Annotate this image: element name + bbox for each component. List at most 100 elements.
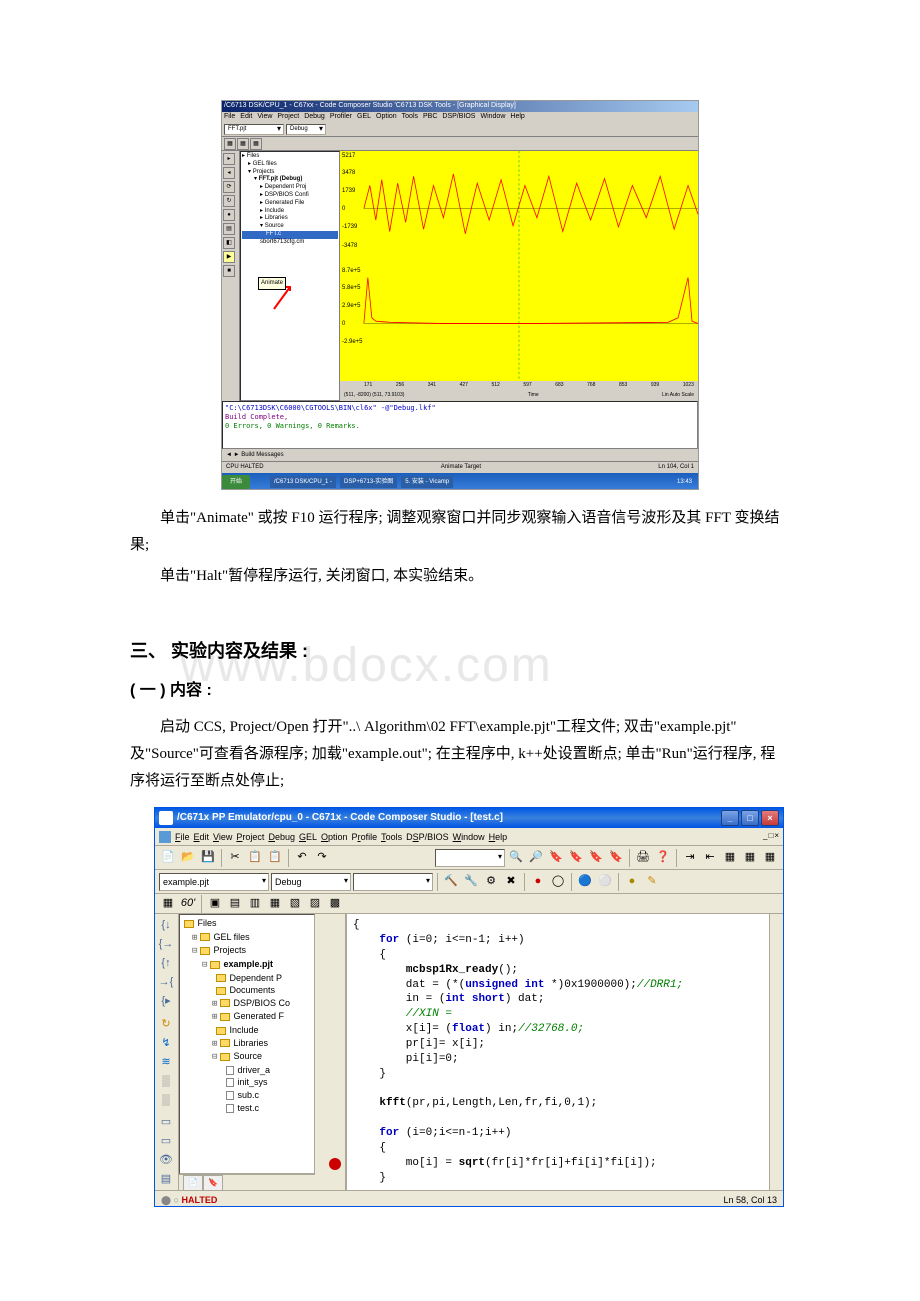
menu-dspbios[interactable]: DSP/BIOS	[406, 829, 449, 845]
breakpoint-marker-icon[interactable]	[329, 1158, 341, 1170]
tool-icon[interactable]: ▦	[761, 849, 779, 867]
mdi-max[interactable]: □	[768, 829, 773, 843]
s1-menu-gel[interactable]: GEL	[357, 111, 371, 124]
undo-icon[interactable]: ↶	[293, 849, 311, 867]
stack-icon[interactable]: ▤	[157, 1171, 175, 1187]
target-combo[interactable]	[353, 873, 433, 891]
s1-menu-view[interactable]: View	[257, 111, 272, 124]
window-icon[interactable]: ▨	[306, 895, 324, 913]
s1-menu-window[interactable]: Window	[480, 111, 505, 124]
bookmark-icon[interactable]: 🔖	[587, 849, 605, 867]
bookmark-icon[interactable]: 🔖	[607, 849, 625, 867]
tree-item[interactable]: ▸ DSP/BIOS Confi	[242, 192, 338, 200]
run-icon[interactable]: {▸	[157, 993, 175, 1009]
window-icon[interactable]: ▥	[246, 895, 264, 913]
s1-side-animate-icon[interactable]: ▶	[223, 251, 235, 263]
tree-root[interactable]: ▸ Files	[242, 153, 338, 161]
tool-icon[interactable]: ▦	[741, 849, 759, 867]
run-free-icon[interactable]: ↻	[157, 1016, 175, 1032]
profile-icon[interactable]: ●	[623, 873, 641, 891]
print-icon[interactable]: 🖨	[634, 849, 652, 867]
tree-item[interactable]: ⊟ Projects	[182, 944, 312, 958]
breakpoint-icon[interactable]: ●	[529, 873, 547, 891]
tree-item[interactable]: ⊞ Libraries	[182, 1037, 312, 1051]
probe-icon[interactable]: ⚪	[596, 873, 614, 891]
halt-icon[interactable]: ↯	[157, 1035, 175, 1051]
step-out-icon[interactable]: {↑	[157, 955, 175, 971]
menu-project[interactable]: Project	[236, 829, 264, 845]
memory-icon[interactable]: ▭	[157, 1133, 175, 1149]
help-icon[interactable]: ❓	[654, 849, 672, 867]
edit-icon[interactable]: ✎	[643, 873, 661, 891]
minimize-button[interactable]: _	[721, 810, 739, 826]
maximize-button[interactable]: □	[741, 810, 759, 826]
menu-gel[interactable]: GEL	[299, 829, 317, 845]
tree-item[interactable]: ▾ Projects	[242, 169, 338, 177]
tree-item[interactable]: ▸ Include	[242, 208, 338, 216]
build-icon[interactable]: 🔨	[442, 873, 460, 891]
menu-view[interactable]: View	[213, 829, 232, 845]
tree-item[interactable]: test.c	[182, 1102, 312, 1115]
menu-window[interactable]: Window	[453, 829, 485, 845]
watch-icon[interactable]: 👁	[157, 1152, 175, 1168]
bookmark-icon[interactable]: 🔖	[547, 849, 565, 867]
register-icon[interactable]: ▭	[157, 1114, 175, 1130]
tree-item[interactable]: Dependent P	[182, 972, 312, 985]
tree-item[interactable]: ⊞ GEL files	[182, 931, 312, 945]
cut-icon[interactable]: ✂	[226, 849, 244, 867]
tree-item[interactable]: ⊞ DSP/BIOS Co	[182, 997, 312, 1011]
copy-icon[interactable]: 📋	[246, 849, 264, 867]
s1-side-icon[interactable]: ●	[223, 209, 235, 221]
tree-item[interactable]: ▸ GEL files	[242, 161, 338, 169]
window-icon[interactable]: ▤	[226, 895, 244, 913]
tree-item[interactable]: ⊟ Source	[182, 1050, 312, 1064]
s1-config-combo[interactable]: Debug	[286, 124, 326, 135]
find-next-icon[interactable]: 🔎	[527, 849, 545, 867]
s1-menu-help[interactable]: Help	[510, 111, 524, 124]
breakpoint-icon[interactable]: ◯	[549, 873, 567, 891]
menu-option[interactable]: Option	[321, 829, 348, 845]
mdi-close[interactable]: ×	[774, 829, 779, 843]
s1-side-icon[interactable]: ⟳	[223, 181, 235, 193]
menu-debug[interactable]: Debug	[268, 829, 295, 845]
s1-tool-icon[interactable]: ▦	[237, 138, 249, 150]
s1-menu-file[interactable]: File	[224, 111, 235, 124]
close-button[interactable]: ×	[761, 810, 779, 826]
vertical-scrollbar[interactable]	[769, 914, 783, 1190]
tool-icon[interactable]: ▒	[157, 1073, 175, 1089]
step-over-icon[interactable]: {→	[157, 936, 175, 952]
s2-code-editor[interactable]: { for (i=0; i<=n-1; i++) { mcbsp1Rx_read…	[347, 914, 769, 1190]
s1-tool-icon[interactable]: ▦	[250, 138, 262, 150]
tree-item[interactable]: sbort6713cfg.cm	[242, 239, 338, 247]
s1-menu-edit[interactable]: Edit	[240, 111, 252, 124]
tree-item[interactable]: Include	[182, 1024, 312, 1037]
bookmark-tab[interactable]: 🔖	[203, 1175, 223, 1191]
s1-project-tree[interactable]: ▸ Files ▸ GEL files ▾ Projects ▾ FFT.pjt…	[240, 151, 340, 401]
save-icon[interactable]: 💾	[199, 849, 217, 867]
window-icon[interactable]: ▩	[326, 895, 344, 913]
window-icon[interactable]: ▣	[206, 895, 224, 913]
s1-side-icon[interactable]: ◧	[223, 237, 235, 249]
fileview-tab[interactable]: 📄	[183, 1175, 203, 1191]
tree-item[interactable]: Files	[182, 917, 312, 931]
s1-side-icon[interactable]: ◂	[223, 167, 235, 179]
paste-icon[interactable]: 📋	[266, 849, 284, 867]
s1-project-combo[interactable]: FFT.pjt	[224, 124, 284, 135]
s1-menu-dspbios[interactable]: DSP/BIOS	[442, 111, 475, 124]
indent-icon[interactable]: ⇥	[681, 849, 699, 867]
menu-file[interactable]: File	[175, 829, 190, 845]
menu-edit[interactable]: Edit	[194, 829, 210, 845]
taskbar-item[interactable]: /C6713 DSK/CPU_1 -	[270, 476, 336, 489]
view-icon[interactable]: ▦	[159, 895, 177, 913]
config-combo[interactable]: Debug	[271, 873, 351, 891]
tree-item[interactable]: sub.c	[182, 1089, 312, 1102]
tool-icon[interactable]: ▒	[157, 1092, 175, 1108]
probe-icon[interactable]: 🔵	[576, 873, 594, 891]
outdent-icon[interactable]: ⇤	[701, 849, 719, 867]
tree-item-selected[interactable]: FFT.c	[242, 231, 338, 239]
open-icon[interactable]: 📂	[179, 849, 197, 867]
tree-item[interactable]: ▾ FFT.pjt (Debug)	[242, 176, 338, 184]
s1-menu-profiler[interactable]: Profiler	[330, 111, 352, 124]
project-combo[interactable]: example.pjt	[159, 873, 269, 891]
s1-side-icon[interactable]: ■	[223, 265, 235, 277]
